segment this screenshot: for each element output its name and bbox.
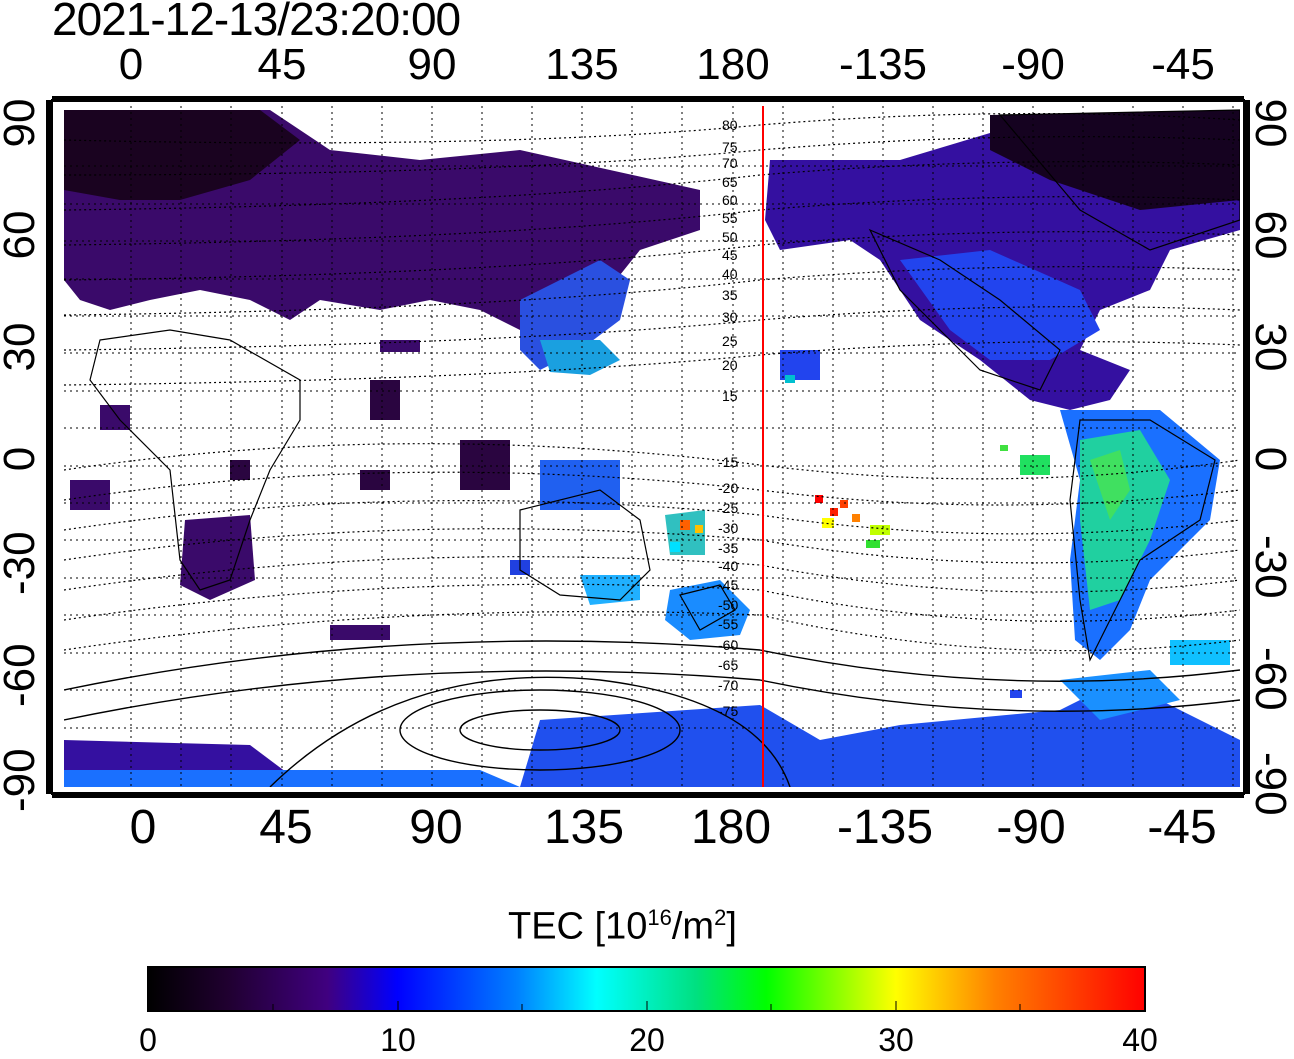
lat-label-right: 30 xyxy=(1246,322,1294,372)
tec-region-tasmania xyxy=(580,575,640,605)
tec-region-new-zealand xyxy=(665,580,750,640)
contour-label-m65: -65 xyxy=(718,657,738,673)
tec-region-japan-south xyxy=(540,340,620,375)
contour-label-60: 60 xyxy=(722,192,738,208)
tec-region-antarctic-east xyxy=(520,680,1240,787)
contour-label-m30: -30 xyxy=(718,520,738,536)
contour-label-m15: -15 xyxy=(718,454,738,470)
lon-label-bottom: -135 xyxy=(836,801,934,854)
contour-label-m45: -45 xyxy=(718,577,738,593)
colorbar-tick-label: 20 xyxy=(629,1022,665,1058)
contour-label-30: 30 xyxy=(722,309,738,325)
contour-label-m35: -35 xyxy=(718,540,738,556)
tec-region-europe-asia xyxy=(64,110,700,375)
lat-label-left: -30 xyxy=(0,531,44,595)
lon-label-bottom: 135 xyxy=(543,801,625,854)
colorbar-title-unit-exponent: 2 xyxy=(714,905,727,930)
colorbar-title-prefix: TEC [10 xyxy=(508,905,648,948)
colorbar-title-exponent: 16 xyxy=(647,905,672,930)
contour-label-50: 50 xyxy=(722,229,738,245)
lon-label-top: 180 xyxy=(696,40,770,89)
contour-label-group: 80 75 70 65 60 55 50 45 40 35 30 25 20 1… xyxy=(718,117,738,719)
contour-label-55: 55 xyxy=(722,210,738,226)
lon-label-top: -135 xyxy=(838,40,928,89)
colorbar-title-unit: /m xyxy=(671,905,715,948)
tec-region-antarctic-rim xyxy=(64,770,520,787)
lon-label-top: -45 xyxy=(1151,40,1215,89)
lat-label-left: 0 xyxy=(0,429,45,489)
colorbar-tick-label: 40 xyxy=(1122,1022,1158,1058)
lon-label-bottom: 180 xyxy=(690,801,772,854)
map-bottom-bar xyxy=(52,792,1244,798)
coastlines xyxy=(89,109,1240,662)
lat-label-left: -90 xyxy=(0,748,44,812)
contour-label-m50: -50 xyxy=(718,597,738,613)
contour-label-45: 45 xyxy=(722,247,738,263)
lon-label-top: 0 xyxy=(118,40,144,89)
contour-label-70: 70 xyxy=(722,155,738,171)
lon-label-bottom: 90 xyxy=(409,801,463,854)
lat-label-right: -90 xyxy=(1246,752,1294,816)
lat-label-right: 90 xyxy=(1246,98,1294,148)
lon-label-top: 45 xyxy=(257,40,307,89)
tec-region-south-africa xyxy=(180,515,255,600)
lat-label-right: -30 xyxy=(1246,535,1294,599)
contour-label-20: 20 xyxy=(722,357,738,373)
tec-region-americas xyxy=(765,110,1240,660)
map-left-bar xyxy=(46,100,52,794)
colorbar-tick-label: 10 xyxy=(380,1022,416,1058)
map-right-bar xyxy=(1244,100,1250,794)
lon-label-bottom: 0 xyxy=(129,801,157,854)
colorbar-title: TEC [1016/m2] xyxy=(508,905,737,949)
tec-region-arctic-europe xyxy=(64,110,300,200)
tec-region-africa xyxy=(180,515,255,600)
colorbar-tick-label: 30 xyxy=(878,1022,914,1058)
tec-region-usa xyxy=(900,250,1100,360)
contour-label-15: 15 xyxy=(722,388,738,404)
contour-label-m20: -20 xyxy=(718,480,738,496)
contour-label-25: 25 xyxy=(722,333,738,349)
contour-label-m60: -60 xyxy=(718,637,738,653)
contour-label-35: 35 xyxy=(722,287,738,303)
colorbar-title-suffix: ] xyxy=(726,905,737,948)
lat-label-right: -60 xyxy=(1246,647,1294,711)
contour-label-75: 75 xyxy=(722,139,738,155)
contour-label-m25: -25 xyxy=(718,500,738,516)
grid-lines xyxy=(64,106,1240,787)
lat-label-left: 30 xyxy=(0,322,44,372)
lat-label-left: 90 xyxy=(0,98,44,148)
contour-label-80: 80 xyxy=(722,117,738,133)
lon-label-bottom: -45 xyxy=(1147,801,1217,854)
lon-label-bottom: 45 xyxy=(259,801,313,854)
lat-label-right: 0 xyxy=(1246,446,1294,472)
lon-label-bottom: -90 xyxy=(996,801,1066,854)
tec-region-antarctic-peninsula xyxy=(1060,670,1180,720)
contour-label-m70: -70 xyxy=(718,677,738,693)
lon-label-top: 135 xyxy=(545,40,619,89)
contour-label-m75: -75 xyxy=(718,703,738,719)
map-top-bar xyxy=(52,96,1244,102)
contour-label-40: 40 xyxy=(722,266,738,282)
lon-label-top: 90 xyxy=(407,40,457,89)
tec-region-antarctica xyxy=(64,670,1240,787)
lat-label-left: -60 xyxy=(0,643,44,707)
colorbar-tick-label: 0 xyxy=(139,1022,157,1058)
lat-label-left: 60 xyxy=(0,210,44,260)
colorbar-ticks xyxy=(147,1001,1146,1011)
tec-region-arctic-canada xyxy=(990,110,1240,210)
contour-label-m55: -55 xyxy=(718,616,738,632)
lon-label-top: -90 xyxy=(1001,40,1065,89)
lat-label-right: 60 xyxy=(1246,210,1294,260)
timestamp: 2021-12-13/23:20:00 xyxy=(52,0,461,45)
contour-label-m40: -40 xyxy=(718,558,738,574)
contour-label-65: 65 xyxy=(722,174,738,190)
magnetic-contours-south-solid xyxy=(64,640,1240,787)
